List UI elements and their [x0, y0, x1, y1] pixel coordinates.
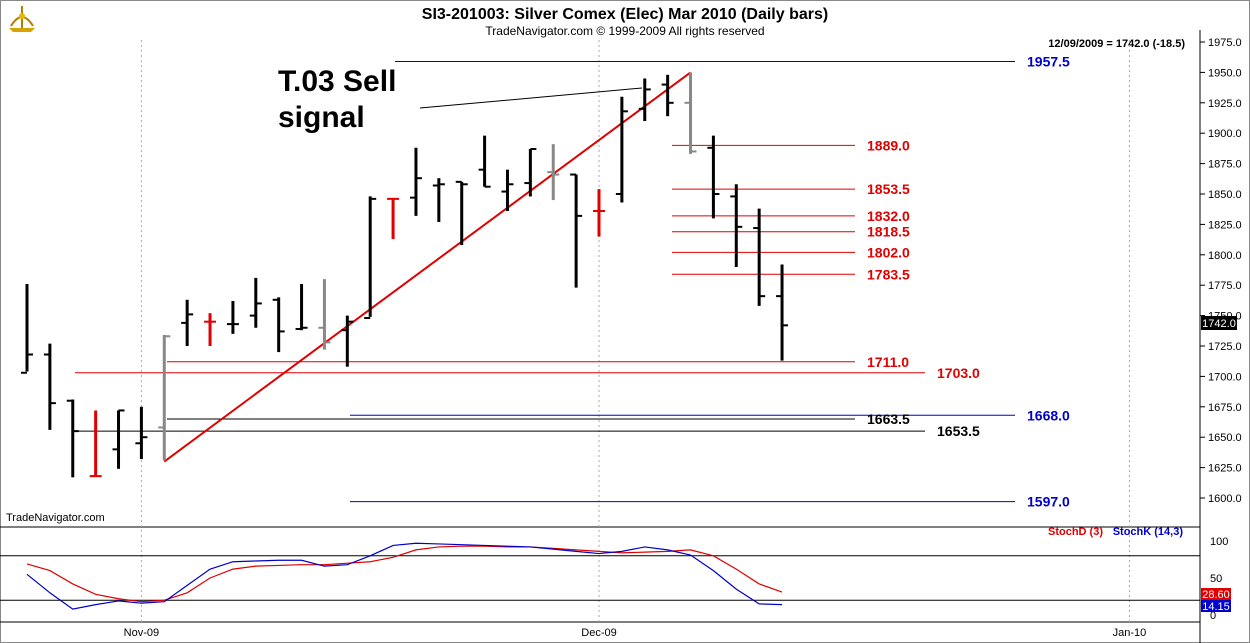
level-label: 1853.5: [867, 181, 910, 197]
y-tick-label: 1875.0: [1208, 159, 1242, 171]
legend-stochd: StochD (3): [1048, 526, 1103, 538]
stoch-y-tick: 100: [1210, 536, 1228, 548]
gridlines: [140, 40, 1130, 622]
level-label: 1802.0: [867, 244, 910, 260]
legend-stochk: StochK (14,3): [1113, 526, 1184, 538]
annotation-line1: T.03 Sell: [278, 65, 396, 98]
ohlc-bar: [249, 277, 262, 328]
y-tick-label: 1625.0: [1208, 463, 1242, 475]
ohlc-bar: [684, 72, 697, 154]
y-tick-label: 1775.0: [1208, 280, 1242, 292]
watermark: TradeNavigator.com: [6, 512, 105, 524]
y-tick-label: 1600.0: [1208, 493, 1242, 505]
ohlc-bar: [432, 178, 445, 222]
level-label: 1597.0: [1027, 494, 1070, 510]
ohlc-bar: [341, 315, 354, 367]
x-axis-label: Nov-09: [124, 627, 159, 639]
annotation-line2: signal: [278, 101, 365, 134]
y-tick-label: 1825.0: [1208, 219, 1242, 231]
ohlc-bar: [501, 169, 514, 212]
ohlc-bar: [455, 180, 468, 246]
ohlc-bar: [89, 410, 102, 478]
y-tick-label: 1800.0: [1208, 250, 1242, 262]
price-readout: 12/09/2009 = 1742.0 (-18.5): [1048, 38, 1185, 50]
y-tick-label: 1700.0: [1208, 371, 1242, 383]
y-tick-label: 1900.0: [1208, 128, 1242, 140]
price-y-ticks: 1600.01625.01650.01675.01700.01725.01750…: [1200, 37, 1242, 505]
annotation-pointer: [419, 87, 643, 109]
y-tick-label: 1725.0: [1208, 341, 1242, 353]
ohlc-bar: [295, 283, 308, 331]
stochastic-panel: 0 50 100: [0, 536, 1228, 622]
ohlc-bar: [66, 399, 79, 478]
ohlc-bar: [570, 173, 583, 288]
ohlc-bar: [730, 184, 743, 267]
level-label: 1668.0: [1027, 407, 1070, 423]
chart-title: SI3-201003: Silver Comex (Elec) Mar 2010…: [422, 6, 828, 23]
stoch-series-line: [26, 545, 783, 603]
ohlc-bar: [204, 313, 217, 346]
ohlc-bar: [318, 279, 331, 350]
ohlc-bars: [21, 72, 789, 478]
ohlc-bar: [615, 96, 628, 203]
level-label: 1703.0: [937, 365, 980, 381]
ohlc-bar: [593, 189, 605, 237]
level-label: 1711.0: [867, 354, 909, 370]
y-tick-label: 1850.0: [1208, 189, 1242, 201]
x-axis-label: Dec-09: [581, 627, 616, 639]
stoch-y-tick: 50: [1210, 573, 1222, 585]
stochk-value-tag: [1201, 600, 1231, 612]
level-label: 1832.0: [867, 208, 910, 224]
y-tick-label: 1925.0: [1208, 98, 1242, 110]
ohlc-bar: [776, 264, 789, 361]
ohlc-bar: [272, 297, 285, 353]
ohlc-bar: [707, 135, 720, 219]
last-price-tag: [1201, 316, 1237, 330]
x-axis-labels: Nov-09 Dec-09 Jan-10: [124, 627, 1147, 639]
ohlc-bar: [364, 196, 377, 320]
ohlc-bar: [21, 283, 33, 374]
sextant-icon[interactable]: [9, 6, 35, 32]
stochk-value: 14.15: [1202, 601, 1230, 613]
ohlc-bar: [524, 148, 537, 197]
last-price-label: 1742.0: [1202, 318, 1236, 330]
stoch-series-line: [26, 542, 783, 610]
ohlc-bar: [409, 147, 422, 216]
ohlc-bar: [753, 208, 766, 306]
level-label: 1663.5: [867, 411, 910, 427]
level-label: 1889.0: [867, 137, 910, 153]
level-label: 1818.5: [867, 224, 910, 240]
ohlc-bar: [181, 299, 194, 346]
level-label: 1783.5: [867, 266, 910, 282]
stochd-value-tag: [1201, 588, 1231, 600]
y-tick-label: 1950.0: [1208, 67, 1242, 79]
level-label: 1653.5: [937, 423, 980, 439]
x-axis-label: Jan-10: [1113, 627, 1147, 639]
copyright-line: TradeNavigator.com © 1999-2009 All right…: [485, 24, 764, 38]
ohlc-bar: [547, 144, 560, 201]
y-tick-label: 1675.0: [1208, 402, 1242, 414]
level-label: 1957.5: [1027, 53, 1070, 69]
y-tick-label: 1650.0: [1208, 432, 1242, 444]
ohlc-bar: [158, 335, 171, 461]
ohlc-bar: [661, 74, 674, 117]
trendline: [163, 71, 692, 463]
ohlc-bar: [43, 343, 56, 430]
stochd-value: 28.60: [1202, 589, 1230, 601]
ohlc-bar: [387, 197, 400, 239]
ohlc-bar: [135, 406, 148, 460]
ohlc-bar: [226, 301, 239, 334]
y-tick-label: 1975.0: [1208, 37, 1242, 49]
ohlc-bar: [638, 78, 651, 122]
stoch-y-tick: 0: [1210, 610, 1216, 622]
ohlc-bar: [112, 409, 125, 469]
ohlc-bar: [478, 135, 491, 188]
